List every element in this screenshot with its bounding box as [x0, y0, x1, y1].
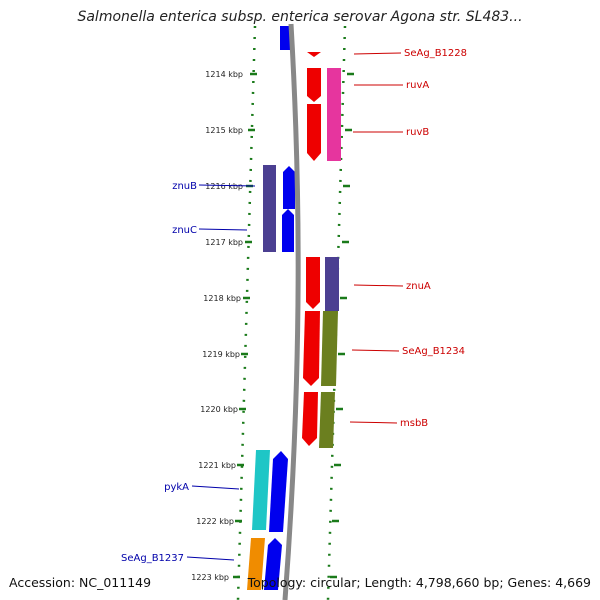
gene-label-pykA[interactable]: pykA — [164, 482, 189, 493]
reverse-label-leaders — [186, 184, 256, 561]
tick-label: 1214 kbp — [205, 70, 243, 79]
forward-gene-ruvA[interactable] — [307, 68, 321, 102]
reverse-gene-znuC[interactable] — [282, 209, 294, 252]
forward-label-leaders — [349, 52, 404, 424]
cog-box-ruvB[interactable] — [327, 104, 341, 161]
tick-label: 1223 kbp — [191, 573, 229, 582]
scale-tick-labels: 1214 kbp 1215 kbp 1216 kbp 1217 kbp 1218… — [191, 70, 243, 582]
gene-label-ruvA[interactable]: ruvA — [406, 80, 429, 91]
forward-gene-msbB[interactable] — [302, 392, 318, 446]
gene-label-msbB[interactable]: msbB — [400, 418, 428, 429]
cog-box-pykA[interactable] — [252, 450, 270, 530]
gene-label-ruvB[interactable]: ruvB — [406, 127, 429, 138]
tick-label: 1215 kbp — [205, 126, 243, 135]
forward-cog-boxes — [319, 68, 341, 448]
reverse-gene-znuB[interactable] — [283, 166, 295, 209]
forward-gene-znuA[interactable] — [306, 257, 320, 309]
cog-box-znuB[interactable] — [263, 165, 276, 209]
tick-label: 1222 kbp — [196, 517, 234, 526]
gene-label-znuB[interactable]: znuB — [172, 181, 197, 192]
backbone-curve — [282, 23, 301, 600]
forward-gene-SeAg_B1234[interactable] — [303, 311, 320, 386]
cog-box-msbB[interactable] — [319, 392, 335, 448]
cog-box-ruvA[interactable] — [327, 68, 341, 104]
reverse-gene-pykA[interactable] — [269, 451, 288, 532]
cog-box-SeAg_B1237[interactable] — [247, 538, 265, 590]
accession-text: Accession: NC_011149 — [9, 575, 152, 590]
cog-box-znuA[interactable] — [325, 257, 339, 311]
reverse-gene-SeAg_B1237[interactable] — [264, 538, 282, 590]
scale-tick-marks — [233, 72, 354, 579]
cog-box-SeAg_B1234[interactable] — [321, 311, 338, 386]
tick-label: 1221 kbp — [198, 461, 236, 470]
tick-label: 1217 kbp — [205, 238, 243, 247]
reverse-cog-boxes — [247, 165, 276, 590]
gene-label-SeAg_B1228[interactable]: SeAg_B1228 — [404, 48, 467, 59]
gene-label-SeAg_B1237[interactable]: SeAg_B1237 — [121, 553, 184, 564]
topology-text: Topology: circular; Length: 4,798,660 bp… — [247, 575, 591, 590]
tick-label: 1219 kbp — [202, 350, 240, 359]
cog-box-znuC[interactable] — [263, 209, 276, 252]
forward-gene-labels: SeAg_B1228 ruvA ruvB znuA SeAg_B1234 msb… — [400, 48, 467, 429]
tick-label: 1220 kbp — [200, 405, 238, 414]
reverse-strand-genes — [264, 26, 295, 590]
gene-label-znuC[interactable]: znuC — [172, 225, 197, 236]
tick-label: 1216 kbp — [205, 182, 243, 191]
gene-label-znuA[interactable]: znuA — [406, 281, 431, 292]
forward-gene-SeAg_B1228[interactable] — [307, 52, 321, 57]
gene-label-SeAg_B1234[interactable]: SeAg_B1234 — [402, 346, 465, 357]
reverse-gene-labels: znuB znuC pykA SeAg_B1237 — [121, 181, 197, 564]
forward-gene-ruvB[interactable] — [307, 104, 321, 161]
tick-label: 1218 kbp — [203, 294, 241, 303]
map-title: Salmonella enterica subsp. enterica sero… — [77, 9, 523, 25]
forward-strand-genes — [302, 52, 321, 446]
